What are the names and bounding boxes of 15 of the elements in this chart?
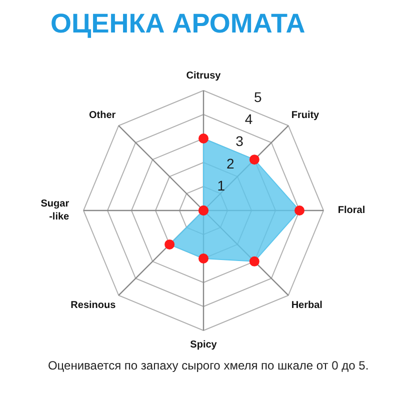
spoke-label: Citrusy — [186, 70, 222, 82]
spoke-label: Sugar -like — [40, 198, 70, 223]
spoke-label: Resinous — [70, 300, 116, 312]
spoke-label: Herbal — [291, 300, 323, 312]
y-tick-label: 2 — [226, 155, 234, 172]
y-tick-label: 5 — [254, 88, 262, 105]
chart-title: ОЦЕНКА АРОМАТА — [50, 8, 306, 38]
spoke-label: Other — [88, 110, 116, 121]
text: Оценивается по запаху сырого хмеля по шкале от 0 до 5. — [48, 358, 369, 372]
spoke-label: Spicy — [190, 339, 218, 350]
spoke-label: Floral — [338, 205, 366, 216]
y-tick-label: 4 — [244, 110, 253, 127]
y-tick-label: 3 — [236, 133, 244, 150]
y-tick-label: 1 — [217, 177, 226, 194]
spoke-label: Fruity — [291, 110, 320, 121]
